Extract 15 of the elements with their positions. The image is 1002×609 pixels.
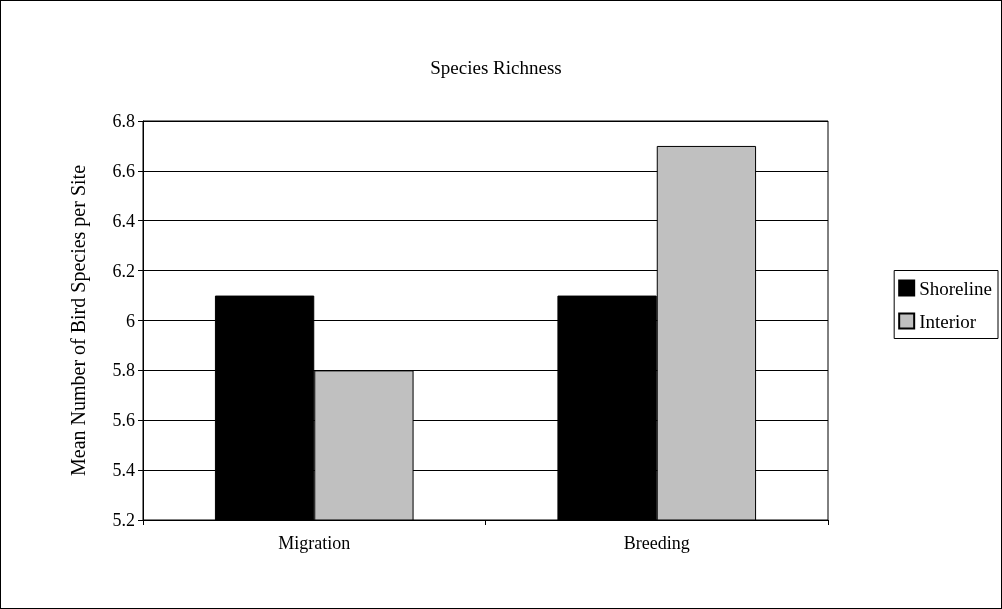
y-axis-title: Mean Number of Bird Species per Site: [67, 164, 90, 477]
x-tick-label: Migration: [278, 533, 351, 553]
y-tick-label: 5.2: [112, 510, 135, 530]
y-tick-label: 5.4: [112, 460, 135, 481]
y-tick-label: 6.8: [112, 111, 135, 131]
y-tick-label: 5.6: [112, 410, 135, 431]
y-tick-label: 5.8: [112, 360, 135, 381]
y-tick-label: 6.4: [112, 210, 135, 231]
chart-title: Species Richness: [430, 57, 562, 78]
x-tick-label: Breeding: [623, 533, 690, 553]
y-tick-label: 6: [126, 310, 135, 331]
legend-label: Shoreline: [919, 277, 993, 299]
legend-label: Interior: [919, 310, 977, 332]
y-tick-label: 6.6: [112, 160, 135, 181]
y-tick-label: 6.2: [112, 260, 135, 281]
